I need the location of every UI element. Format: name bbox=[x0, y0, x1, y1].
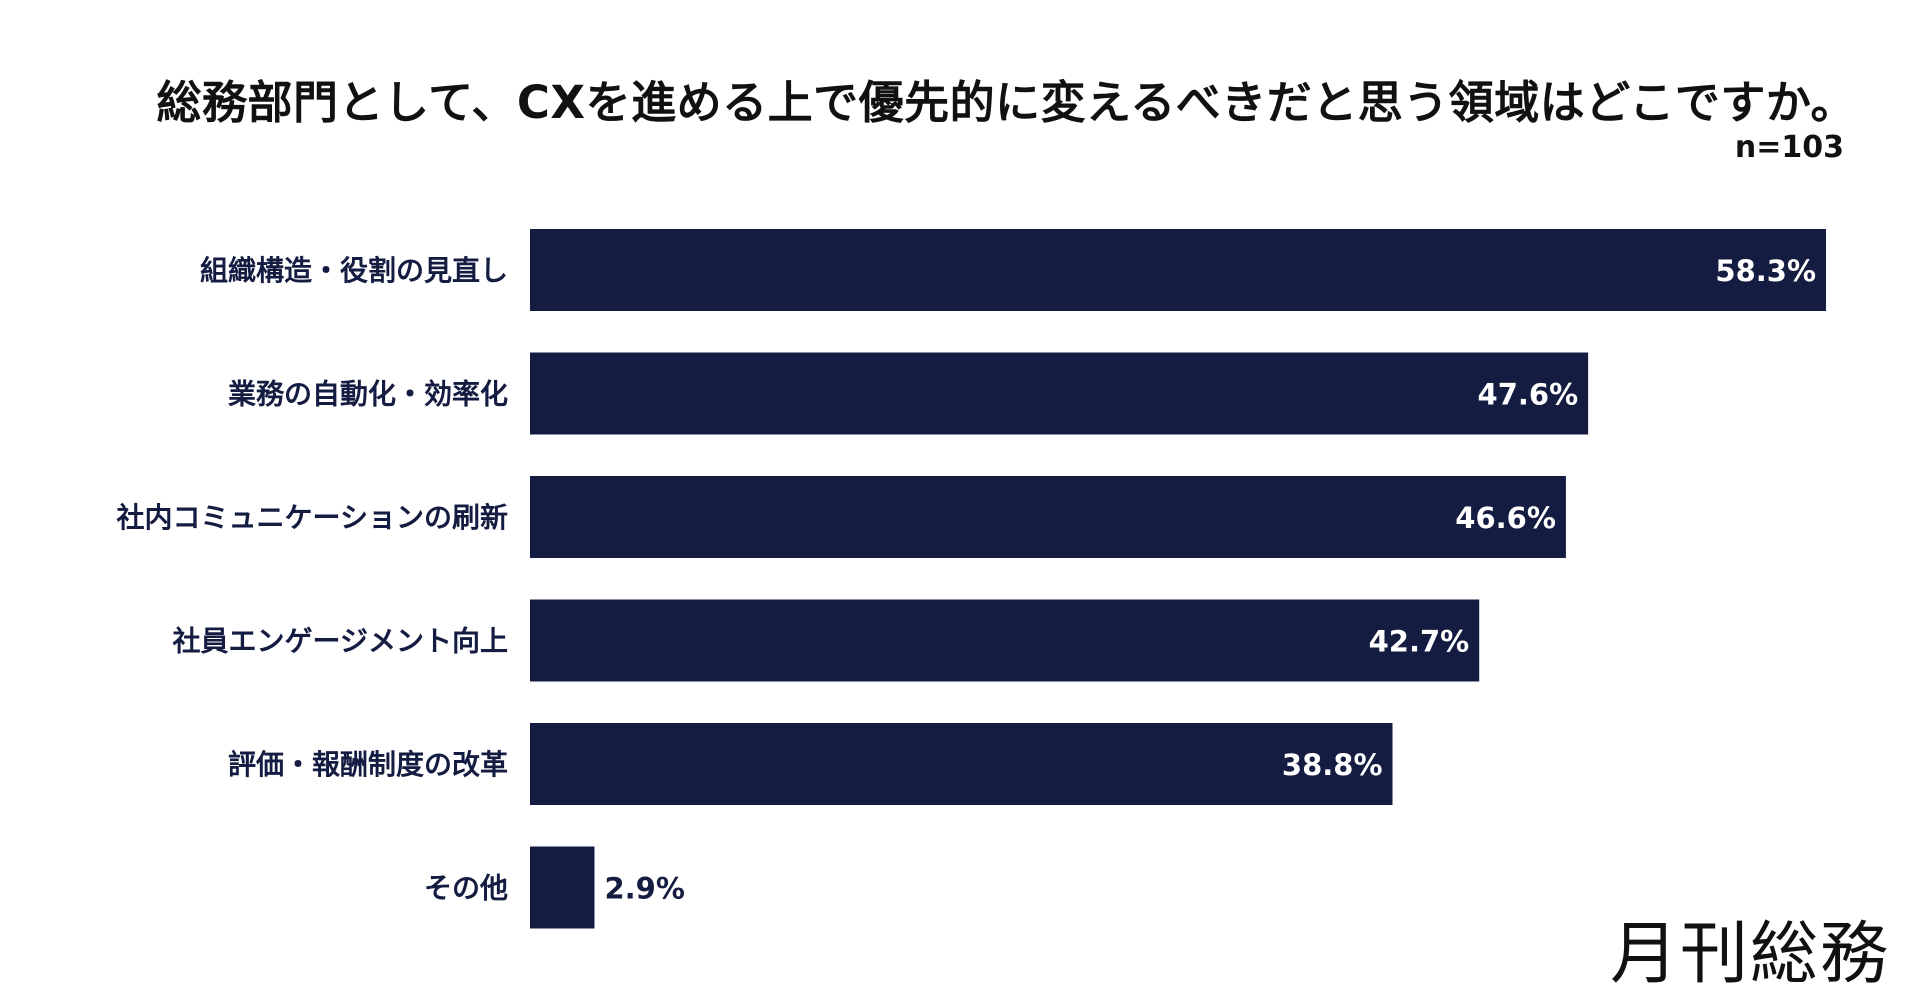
category-label-5: その他 bbox=[424, 872, 508, 905]
category-label-0: 組織構造・役割の見直し bbox=[200, 254, 508, 287]
category-label-3: 社員エンゲージメント向上 bbox=[173, 625, 508, 658]
bar-5 bbox=[530, 846, 595, 929]
value-label-1: 47.6% bbox=[1478, 378, 1579, 412]
category-label-1: 業務の自動化・効率化 bbox=[228, 378, 508, 411]
chart-title: 総務部門として、CXを進める上で優先的に変えるべきだと思う領域はどこですか。 bbox=[156, 76, 1856, 129]
value-label-5: 2.9% bbox=[604, 872, 684, 906]
value-label-0: 58.3% bbox=[1715, 254, 1816, 288]
bar-0 bbox=[530, 229, 1826, 311]
value-label-2: 46.6% bbox=[1455, 501, 1556, 535]
category-label-4: 評価・報酬制度の改革 bbox=[228, 748, 508, 781]
bar-2 bbox=[530, 476, 1566, 558]
bar-3 bbox=[530, 599, 1480, 682]
bar-4 bbox=[530, 723, 1393, 805]
sample-size: n=103 bbox=[1734, 130, 1844, 165]
publisher-logo: 月刊総務 bbox=[1609, 915, 1890, 994]
value-label-3: 42.7% bbox=[1369, 625, 1470, 659]
value-label-4: 38.8% bbox=[1282, 748, 1383, 782]
bar-1 bbox=[530, 352, 1589, 435]
category-label-2: 社内コミュニケーションの刷新 bbox=[117, 501, 508, 534]
